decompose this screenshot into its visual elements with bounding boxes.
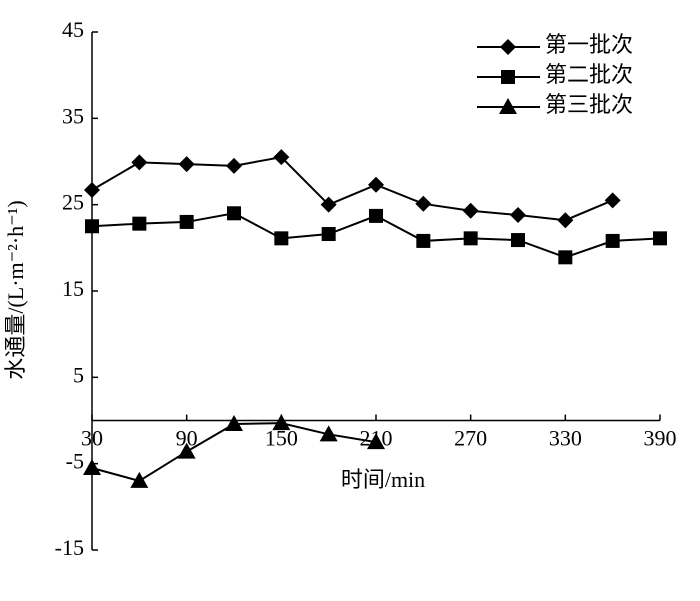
marker [227,206,241,221]
marker [605,233,620,248]
y-tick-label: -5 [66,449,84,474]
y-tick-label: -15 [55,535,84,560]
series-line [91,156,614,222]
y-tick-label: 5 [73,362,84,387]
legend-marker [501,70,515,84]
marker [83,458,101,475]
marker [368,176,384,193]
marker [225,414,243,431]
marker [319,425,338,442]
marker [604,192,621,209]
marker [274,231,289,246]
marker [130,471,149,488]
y-tick-label: 45 [62,17,84,42]
x-tick-label: 30 [81,426,103,451]
x-tick-label: 270 [454,426,487,451]
x-axis-label: 时间/min [341,467,425,492]
marker [415,195,432,212]
y-tick-label: 15 [62,276,84,301]
y-tick-label: 35 [62,103,84,128]
marker [85,219,99,234]
marker [179,214,194,229]
marker [131,154,148,171]
marker [463,231,478,246]
x-tick-label: 390 [644,426,677,451]
marker [178,156,195,173]
marker [226,157,242,174]
legend-marker [500,39,516,55]
legend-label: 第三批次 [545,92,633,117]
marker [653,231,667,246]
legend-marker [499,98,517,114]
legend-label: 第一批次 [545,32,633,57]
marker [558,250,573,265]
x-tick-label: 330 [549,426,582,451]
marker [84,181,100,198]
marker [369,208,383,223]
marker [273,149,290,166]
marker [510,207,526,224]
x-tick-label: 90 [176,426,198,451]
marker [132,216,147,231]
marker [557,212,574,229]
y-axis-label: 水通量/(L·m⁻²·h⁻¹) [3,200,28,379]
marker [462,202,479,219]
y-tick-label: 25 [62,190,84,215]
marker [320,196,337,213]
marker [367,433,385,450]
marker [416,233,431,248]
legend-label: 第二批次 [545,62,633,87]
series-line [91,422,377,483]
marker [177,442,196,459]
marker [272,414,291,431]
marker [321,227,336,242]
marker [511,233,525,248]
